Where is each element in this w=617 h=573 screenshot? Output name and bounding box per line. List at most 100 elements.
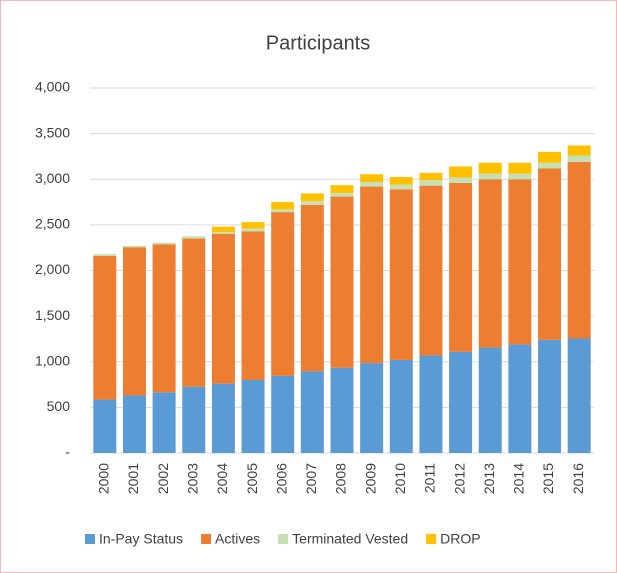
y-tick-label: 3,000: [35, 170, 70, 186]
x-tick-label: 2015: [540, 463, 556, 494]
legend-label: Terminated Vested: [292, 531, 408, 547]
bar-segment: [538, 168, 562, 340]
legend-swatch: [201, 534, 212, 544]
bar-segment: [152, 244, 176, 393]
bar-segment: [300, 204, 324, 372]
bar-segment: [93, 255, 117, 400]
bar-segment: [182, 386, 206, 453]
bar-segment: [449, 351, 473, 453]
bar-segment: [360, 363, 384, 453]
bar-segment: [478, 347, 502, 453]
bar-segment: [419, 180, 443, 186]
bar-segment: [478, 179, 502, 348]
bar-segment: [330, 367, 354, 453]
y-tick-label: -: [65, 444, 70, 460]
bar-segment: [241, 380, 265, 453]
bar-segment: [211, 383, 235, 453]
bar-segment: [449, 166, 473, 178]
bar-segment: [182, 236, 206, 239]
bar-segment: [389, 359, 413, 453]
bar-segment: [182, 238, 206, 387]
bar-segment: [419, 355, 443, 453]
x-tick-label: 2000: [96, 463, 112, 494]
x-tick-label: 2006: [273, 463, 289, 494]
bar-segment: [389, 176, 413, 185]
bar-segment: [360, 174, 384, 182]
y-tick-label: 3,500: [35, 124, 70, 140]
bar-segment: [538, 162, 562, 169]
bar-segment: [360, 181, 384, 187]
x-tick-label: 2016: [570, 463, 586, 494]
bar-segment: [271, 212, 295, 376]
bar-segment: [478, 162, 502, 174]
x-tick-label: 2011: [422, 463, 438, 493]
legend-label: In-Pay Status: [99, 531, 183, 547]
x-tick-label: 2003: [184, 463, 200, 494]
x-tick-label: 2005: [244, 463, 260, 494]
bar-segment: [419, 172, 443, 181]
legend-label: DROP: [440, 531, 480, 547]
x-tick-label: 2004: [214, 463, 230, 494]
x-tick-label: 2008: [333, 463, 349, 494]
bar-segment: [330, 196, 354, 368]
x-tick-label: 2012: [451, 463, 467, 494]
bar-segment: [330, 185, 354, 193]
bar-segment: [419, 185, 443, 356]
bar-segment: [389, 184, 413, 190]
bar-segment: [152, 242, 176, 245]
bar-segment: [300, 371, 324, 453]
x-tick-label: 2009: [362, 463, 378, 494]
bar-segment: [538, 151, 562, 163]
bar-segment: [538, 339, 562, 453]
bar-segment: [567, 161, 591, 339]
y-tick-label: 2,500: [35, 216, 70, 232]
bar-segment: [152, 392, 176, 453]
bar-segment: [93, 254, 117, 256]
bar-segment: [449, 182, 473, 352]
x-tick-label: 2013: [481, 463, 497, 494]
bar-segment: [122, 395, 146, 453]
y-tick-label: 1,000: [35, 352, 70, 368]
x-tick-label: 2014: [511, 463, 527, 494]
bar-segment: [241, 228, 265, 232]
bar-segment: [360, 186, 384, 364]
bar-segment: [241, 231, 265, 380]
bar-segment: [271, 202, 295, 210]
bar-segment: [330, 192, 354, 197]
y-tick-label: 500: [47, 398, 71, 414]
y-tick-label: 2,000: [35, 261, 70, 277]
bar-segment: [478, 173, 502, 180]
bar-segment: [508, 162, 532, 174]
legend-label: Actives: [215, 531, 260, 547]
bar-segment: [211, 226, 235, 233]
x-tick-label: 2010: [392, 463, 408, 494]
bar-segment: [567, 155, 591, 162]
x-tick-label: 2002: [155, 463, 171, 494]
bar-segment: [300, 201, 324, 205]
legend-swatch: [426, 534, 437, 544]
x-tick-label: 2001: [125, 463, 141, 494]
bar-segment: [211, 234, 235, 384]
legend-swatch: [278, 534, 289, 544]
bar-segment: [300, 193, 324, 202]
bar-segment: [211, 232, 235, 234]
bar-segment: [271, 209, 295, 213]
bar-segment: [122, 245, 146, 248]
bar-segment: [567, 338, 591, 453]
bar-segment: [508, 344, 532, 453]
bar-segment: [389, 189, 413, 360]
chart-title: Participants: [266, 32, 371, 54]
y-tick-label: 1,500: [35, 307, 70, 323]
bar-segment: [508, 179, 532, 345]
bar-segment: [122, 247, 146, 396]
bar-segment: [271, 375, 295, 453]
legend-swatch: [85, 534, 95, 544]
bar-segment: [93, 399, 117, 453]
x-tick-label: 2007: [303, 463, 319, 494]
bar-segment: [508, 173, 532, 180]
bar-segment: [567, 145, 591, 156]
bar-segment: [449, 177, 473, 183]
y-tick-label: 4,000: [35, 79, 70, 95]
bar-segment: [241, 222, 265, 229]
